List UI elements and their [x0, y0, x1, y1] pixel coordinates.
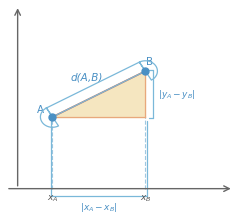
Text: A: A [37, 105, 44, 115]
Text: $x_B$: $x_B$ [140, 194, 151, 204]
Text: B: B [146, 57, 153, 67]
Text: $x_A$: $x_A$ [47, 194, 58, 204]
Polygon shape [52, 71, 145, 117]
Text: d(A,B): d(A,B) [71, 72, 103, 82]
Text: $|y_A - y_B|$: $|y_A - y_B|$ [158, 88, 196, 101]
Text: $|x_A - x_B|$: $|x_A - x_B|$ [80, 201, 118, 214]
